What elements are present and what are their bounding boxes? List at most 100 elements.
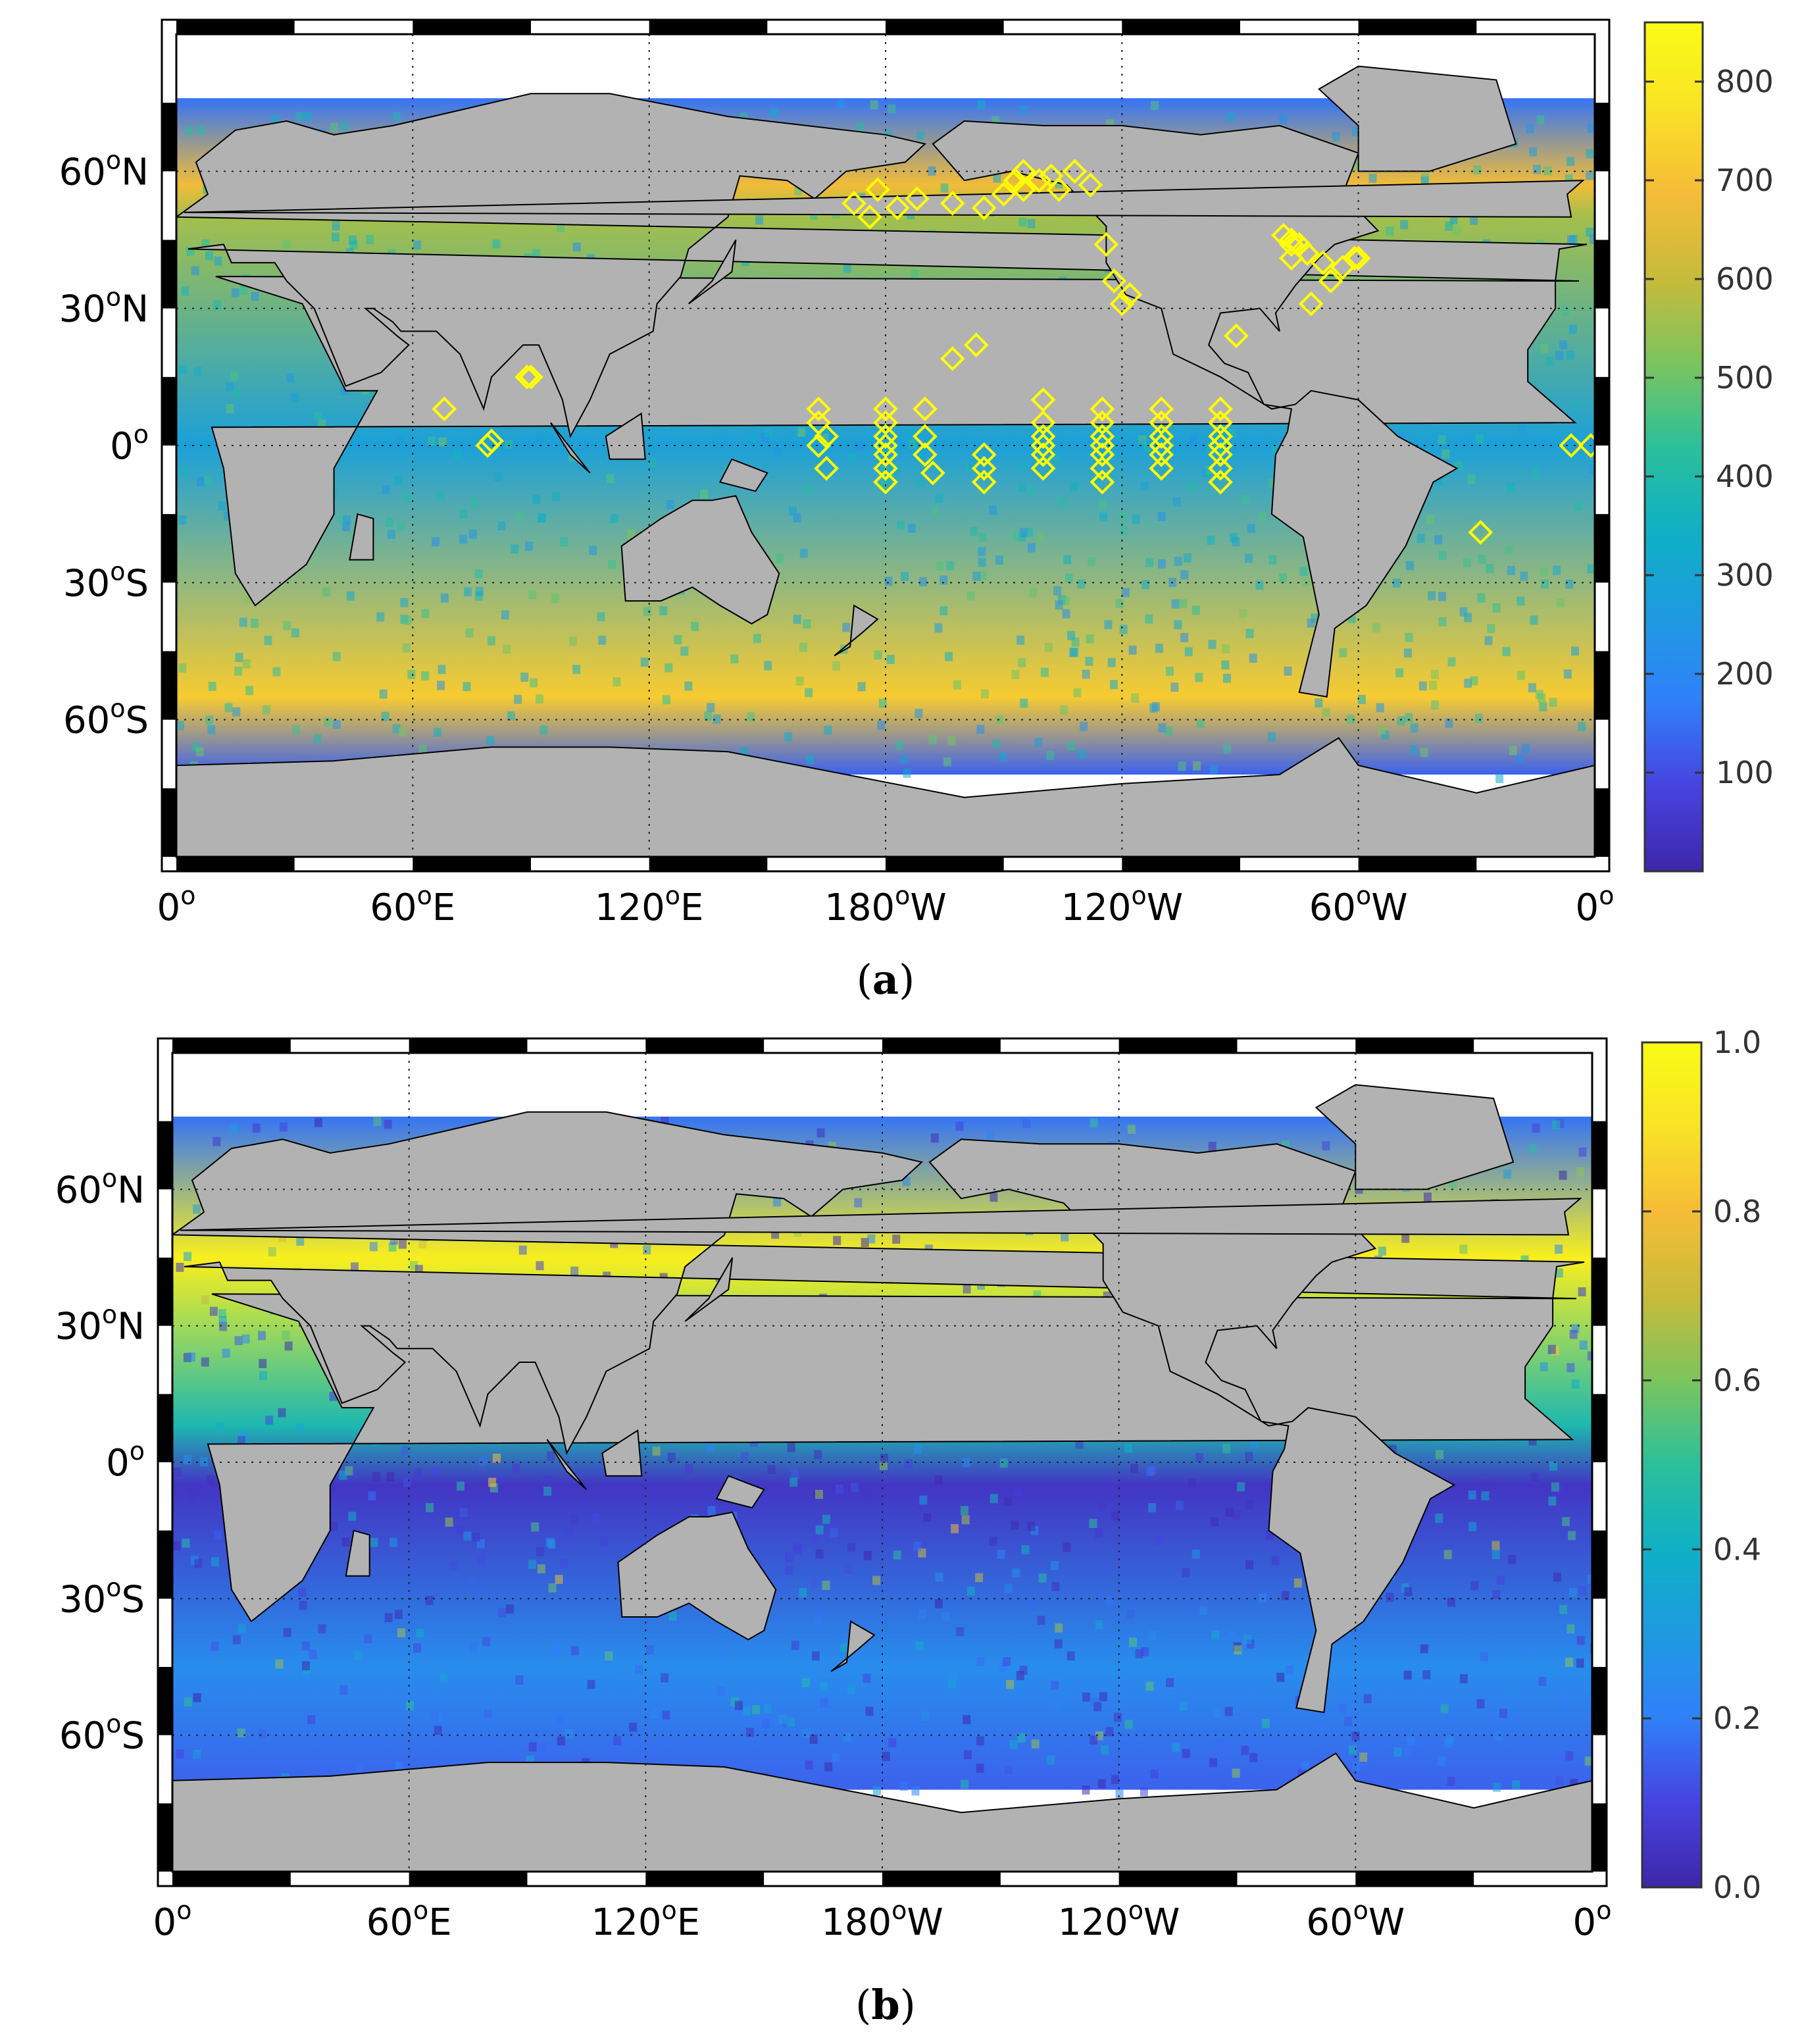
panel-b-colorbar-ticks: 0.0 0.2 0.4 0.6 0.8 1.0 [1642, 1025, 1761, 1905]
panel-a: 0o 60oE 120oE 180oW 120oW 60oW 0o 60oN 30oN 0o 30… [59, 18, 1774, 1004]
panel-b-y-tick-labels: 60oN 30oN 0o 30oS 60oS [55, 1163, 145, 1757]
station-marker [814, 424, 839, 449]
station-marker [1109, 291, 1135, 317]
panel-a-y-tick-labels: 60oN 30oN 0o 30oS 60oS [59, 145, 149, 742]
station-marker [865, 177, 890, 202]
station-marker [1011, 159, 1036, 184]
station-marker [1149, 424, 1174, 449]
station-marker [1062, 159, 1088, 184]
x-tick-label: 120oW [1058, 1896, 1180, 1944]
panel-a-caption: (a) [857, 956, 915, 1004]
colorbar-tick-label: 800 [1716, 64, 1774, 99]
station-marker [1090, 469, 1115, 495]
station-marker [1341, 245, 1367, 271]
x-tick-label: 0o [1576, 881, 1615, 929]
x-tick-label: 60oW [1309, 881, 1408, 929]
station-marker [432, 396, 457, 422]
station-marker [1208, 455, 1233, 481]
x-tick-label: 120oE [591, 1896, 701, 1944]
y-tick-label: 30oN [55, 1300, 145, 1348]
colorbar-tick-label: 300 [1716, 557, 1774, 593]
station-marker [1030, 442, 1056, 467]
station-marker [873, 424, 898, 449]
x-tick-label: 60oE [366, 1896, 452, 1944]
y-tick-label: 60oS [63, 694, 149, 742]
station-marker [971, 469, 997, 495]
station-marker [1468, 520, 1493, 545]
station-marker [1208, 469, 1233, 495]
colorbar-tick-label: 700 [1716, 163, 1774, 198]
y-tick-label: 60oN [55, 1163, 145, 1212]
panel-a-x-tick-labels: 0o 60oE 120oE 180oW 120oW 60oW 0o [157, 881, 1615, 929]
y-tick-label: 30oS [63, 557, 149, 605]
panel-b-caption: (b) [855, 1981, 916, 2029]
x-tick-label: 0o [157, 881, 196, 929]
colorbar-tick-label: 500 [1716, 360, 1774, 396]
station-marker [518, 365, 543, 390]
station-marker [873, 455, 898, 481]
y-tick-label: 30oN [59, 283, 149, 331]
colorbar-tick-label: 0.8 [1713, 1194, 1761, 1229]
station-marker [806, 396, 832, 422]
station-marker [913, 442, 938, 467]
station-marker [971, 442, 997, 467]
station-marker [1149, 455, 1174, 481]
station-marker [873, 396, 898, 422]
panel-a-colorbar-bar [1643, 21, 1704, 873]
x-tick-label: 180oW [821, 1896, 943, 1944]
station-marker [1149, 396, 1174, 422]
station-marker [1078, 172, 1103, 197]
y-tick-label: 30oS [59, 1573, 145, 1621]
station-marker [841, 191, 866, 216]
colorbar-tick-label: 0.2 [1713, 1700, 1761, 1736]
y-tick-label: 0o [110, 420, 149, 468]
panel-b-colorbar: 0.0 0.2 0.4 0.6 0.8 1.0 [1641, 1025, 1761, 1905]
colorbar-tick-label: 200 [1716, 656, 1774, 692]
panel-a-colorbar: 100 200 300 400 500 600 700 800 [1643, 21, 1774, 873]
station-marker [963, 332, 989, 358]
station-marker [885, 195, 910, 220]
colorbar-tick-label: 0.0 [1713, 1870, 1761, 1905]
station-marker [806, 433, 832, 458]
station-marker [1208, 424, 1233, 449]
station-marker [814, 455, 839, 481]
station-marker [913, 424, 938, 449]
station-marker [905, 186, 930, 211]
panel-b: 0o 60oE 120oE 180oW 120oW 60oW 0o 60oN 30oN 0o 30… [55, 1025, 1762, 2029]
station-marker [1578, 433, 1595, 458]
colorbar-tick-label: 600 [1716, 261, 1774, 297]
station-marker [1318, 268, 1343, 294]
station-marker [514, 365, 539, 390]
station-marker [1279, 245, 1304, 271]
panel-a-frame [161, 18, 1611, 873]
x-tick-label: 180oW [824, 881, 947, 929]
y-tick-label: 60oN [59, 145, 149, 193]
station-marker [1090, 424, 1115, 449]
station-marker [1208, 396, 1233, 422]
station-marker [1208, 442, 1233, 467]
station-marker [1279, 232, 1304, 257]
station-marker [971, 195, 997, 220]
station-marker [857, 204, 882, 230]
panel-b-colorbar-bar [1641, 1041, 1703, 1889]
station-marker [873, 469, 898, 495]
y-tick-label: 0o [106, 1437, 145, 1485]
panel-a-colorbar-ticks: 100 200 300 400 500 600 700 800 [1645, 64, 1774, 790]
station-marker [940, 346, 965, 371]
station-marker [479, 428, 504, 453]
panel-a-station-markers [432, 159, 1595, 545]
colorbar-tick-label: 400 [1716, 459, 1774, 494]
panel-b-x-tick-labels: 0o 60oE 120oE 180oW 120oW 60oW 0o [153, 1896, 1612, 1944]
station-marker [1011, 177, 1036, 202]
station-marker [920, 460, 945, 486]
x-tick-label: 0o [1573, 1896, 1612, 1944]
station-marker [913, 396, 938, 422]
station-marker [1224, 323, 1249, 349]
y-tick-label: 60oS [59, 1710, 145, 1758]
x-tick-label: 0o [153, 1896, 192, 1944]
x-tick-label: 120oE [595, 881, 704, 929]
panel-b-land-mask [172, 1084, 1592, 1872]
station-marker [991, 182, 1016, 207]
station-marker [1093, 232, 1119, 257]
panel-a-land-mask [176, 65, 1595, 857]
